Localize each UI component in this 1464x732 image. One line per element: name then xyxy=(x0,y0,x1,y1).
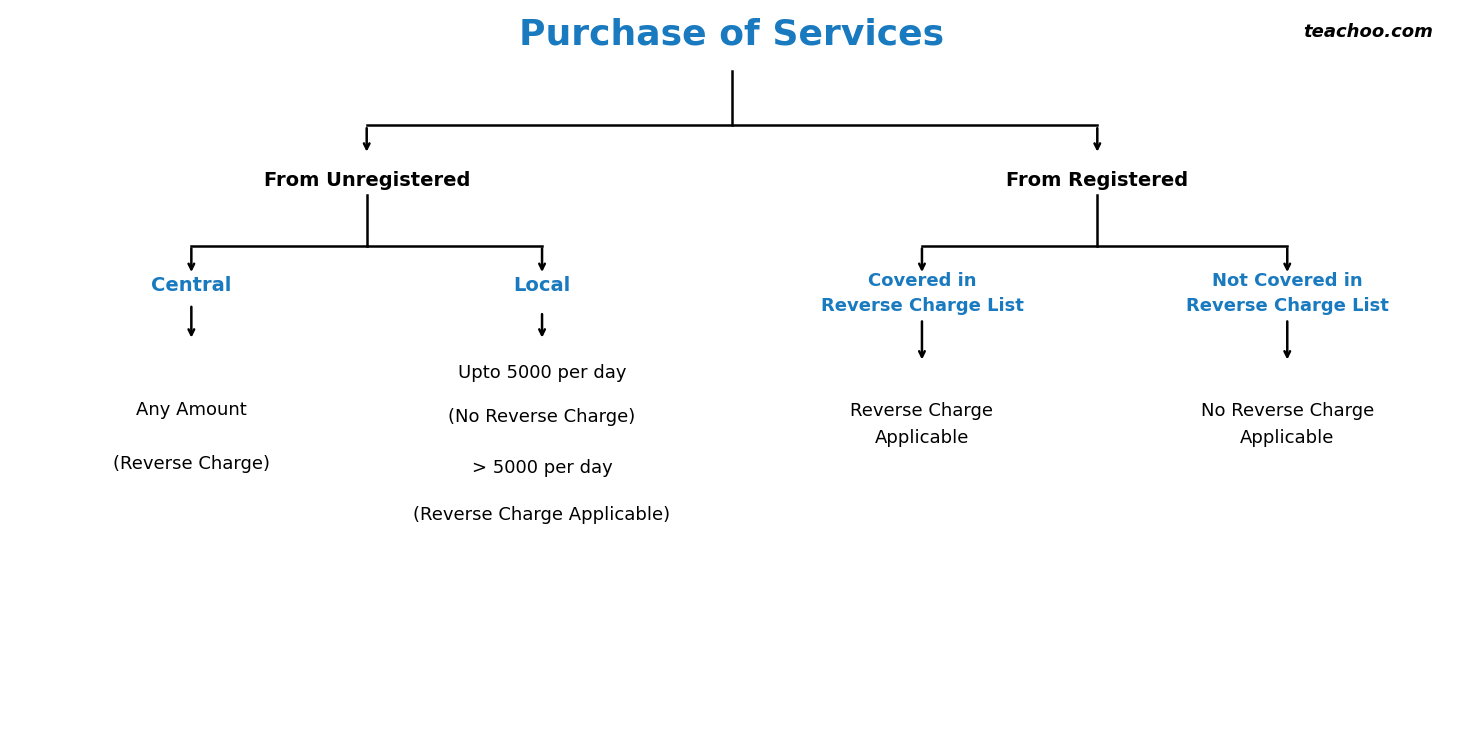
Text: From Registered: From Registered xyxy=(1006,171,1189,190)
Text: Upto 5000 per day: Upto 5000 per day xyxy=(458,365,627,382)
Text: teachoo.com: teachoo.com xyxy=(1303,23,1433,41)
Text: Local: Local xyxy=(514,276,571,295)
Text: Reverse Charge
Applicable: Reverse Charge Applicable xyxy=(851,402,994,447)
Text: Any Amount: Any Amount xyxy=(136,400,247,419)
Text: (Reverse Charge): (Reverse Charge) xyxy=(113,455,269,474)
Text: (Reverse Charge Applicable): (Reverse Charge Applicable) xyxy=(413,507,671,525)
Text: Covered in
Reverse Charge List: Covered in Reverse Charge List xyxy=(820,272,1023,315)
Text: (No Reverse Charge): (No Reverse Charge) xyxy=(448,408,635,426)
Text: Central: Central xyxy=(151,276,231,295)
Text: Purchase of Services: Purchase of Services xyxy=(520,18,944,51)
Text: > 5000 per day: > 5000 per day xyxy=(471,459,612,477)
Text: Not Covered in
Reverse Charge List: Not Covered in Reverse Charge List xyxy=(1186,272,1389,315)
Text: From Unregistered: From Unregistered xyxy=(264,171,470,190)
Text: No Reverse Charge
Applicable: No Reverse Charge Applicable xyxy=(1200,402,1373,447)
